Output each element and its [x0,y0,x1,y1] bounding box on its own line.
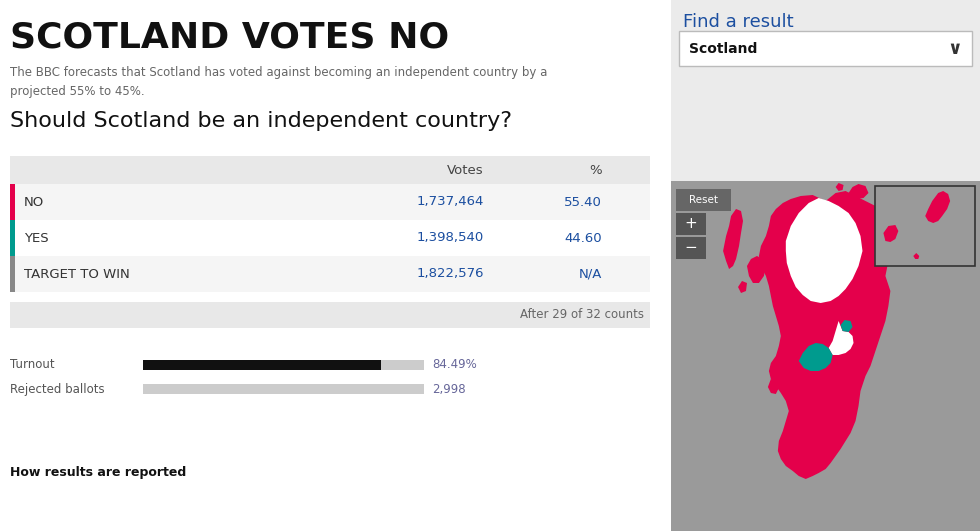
Bar [10,220,650,256]
Text: SCOTLAND VOTES NO: SCOTLAND VOTES NO [10,21,449,55]
Bar [671,181,980,531]
Text: After 29 of 32 counts: After 29 of 32 counts [519,309,644,321]
Bar [10,184,15,220]
Text: Reset: Reset [689,195,717,205]
Text: Rejected ballots: Rejected ballots [10,382,105,396]
Text: 1,822,576: 1,822,576 [416,268,484,280]
Text: Scotland: Scotland [689,42,758,56]
FancyBboxPatch shape [679,31,972,66]
Polygon shape [849,184,868,199]
Polygon shape [738,281,747,293]
Text: 55.40: 55.40 [564,195,602,209]
Polygon shape [913,253,919,259]
Text: −: − [685,241,698,255]
Text: %: % [590,164,602,176]
Text: Votes: Votes [447,164,484,176]
Text: 1,398,540: 1,398,540 [416,232,484,244]
Text: 2,998: 2,998 [432,382,466,396]
Bar [10,256,15,292]
Text: 1,737,464: 1,737,464 [416,195,484,209]
Polygon shape [841,320,853,332]
Bar [143,384,424,394]
Bar [10,302,650,328]
Bar [676,237,707,259]
Text: Find a result: Find a result [683,13,794,31]
Polygon shape [747,256,766,283]
Polygon shape [883,225,899,242]
Bar [143,360,424,370]
Text: ∨: ∨ [948,40,962,58]
Text: Turnout: Turnout [10,358,55,372]
Bar [10,220,15,256]
Bar [10,256,650,292]
Bar [143,360,381,370]
Polygon shape [799,343,833,371]
Bar [875,186,975,266]
Polygon shape [925,191,951,223]
Text: N/A: N/A [579,268,602,280]
Bar [676,213,707,235]
Text: TARGET TO WIN: TARGET TO WIN [24,268,129,280]
Text: How results are reported: How results are reported [10,466,186,479]
Bar [676,189,731,211]
Polygon shape [723,209,743,269]
Text: 44.60: 44.60 [564,232,602,244]
Text: Should Scotland be an independent country?: Should Scotland be an independent countr… [10,111,512,131]
Text: YES: YES [24,232,48,244]
Polygon shape [768,379,779,394]
Polygon shape [759,191,891,479]
Bar [10,156,650,184]
Polygon shape [836,183,844,191]
Text: The BBC forecasts that Scotland has voted against becoming an independent countr: The BBC forecasts that Scotland has vote… [10,66,547,98]
Polygon shape [829,321,854,355]
Polygon shape [786,198,862,303]
Text: +: + [685,217,698,232]
Text: NO: NO [24,195,44,209]
Bar [10,184,650,220]
Text: 84.49%: 84.49% [432,358,477,372]
